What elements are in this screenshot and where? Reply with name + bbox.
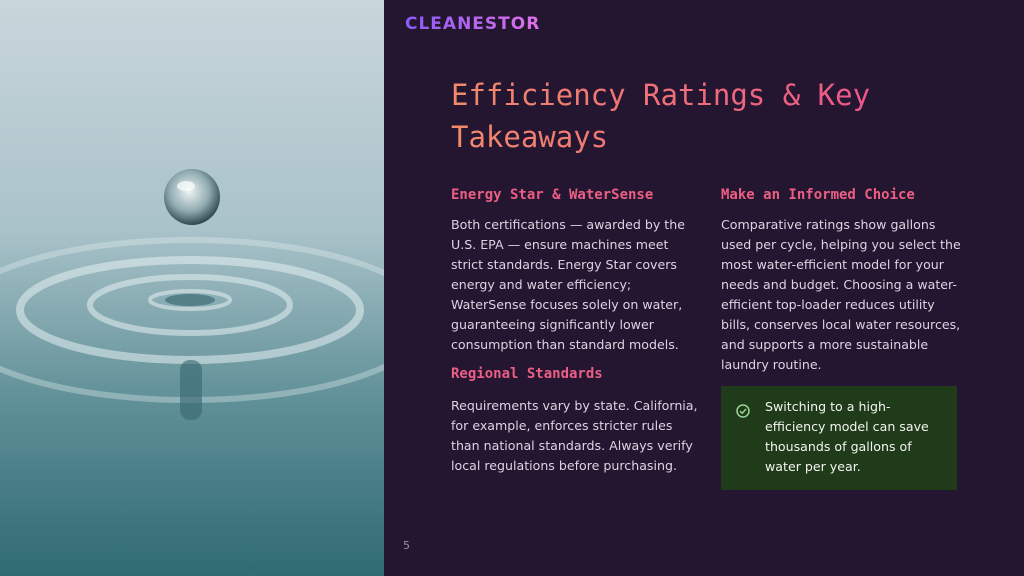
callout-text: Switching to a high-efficiency model can… [765,399,929,474]
section-body: Comparative ratings show gallons used pe… [721,217,961,372]
section-heading: Make an Informed Choice [721,187,915,203]
page-number: 5 [403,539,410,552]
callout-box [721,386,957,490]
section-body: Both certifications — awarded by the U.S… [451,217,685,352]
section: Make an Informed Choice Comparative rati… [721,187,961,375]
slide-title: Efficiency Ratings & Key Takeaways [451,74,931,158]
section: Regional Standards Requirements vary by … [451,366,701,476]
water-drop-photo [0,0,384,576]
section-heading: Energy Star & WaterSense [451,187,654,203]
logo: CLEANESTOR [405,14,541,34]
section-heading: Regional Standards [451,366,603,382]
section: Energy Star & WaterSense Both certificat… [451,187,701,355]
section-body: Requirements vary by state. California, … [451,398,698,473]
check-icon [736,404,750,418]
